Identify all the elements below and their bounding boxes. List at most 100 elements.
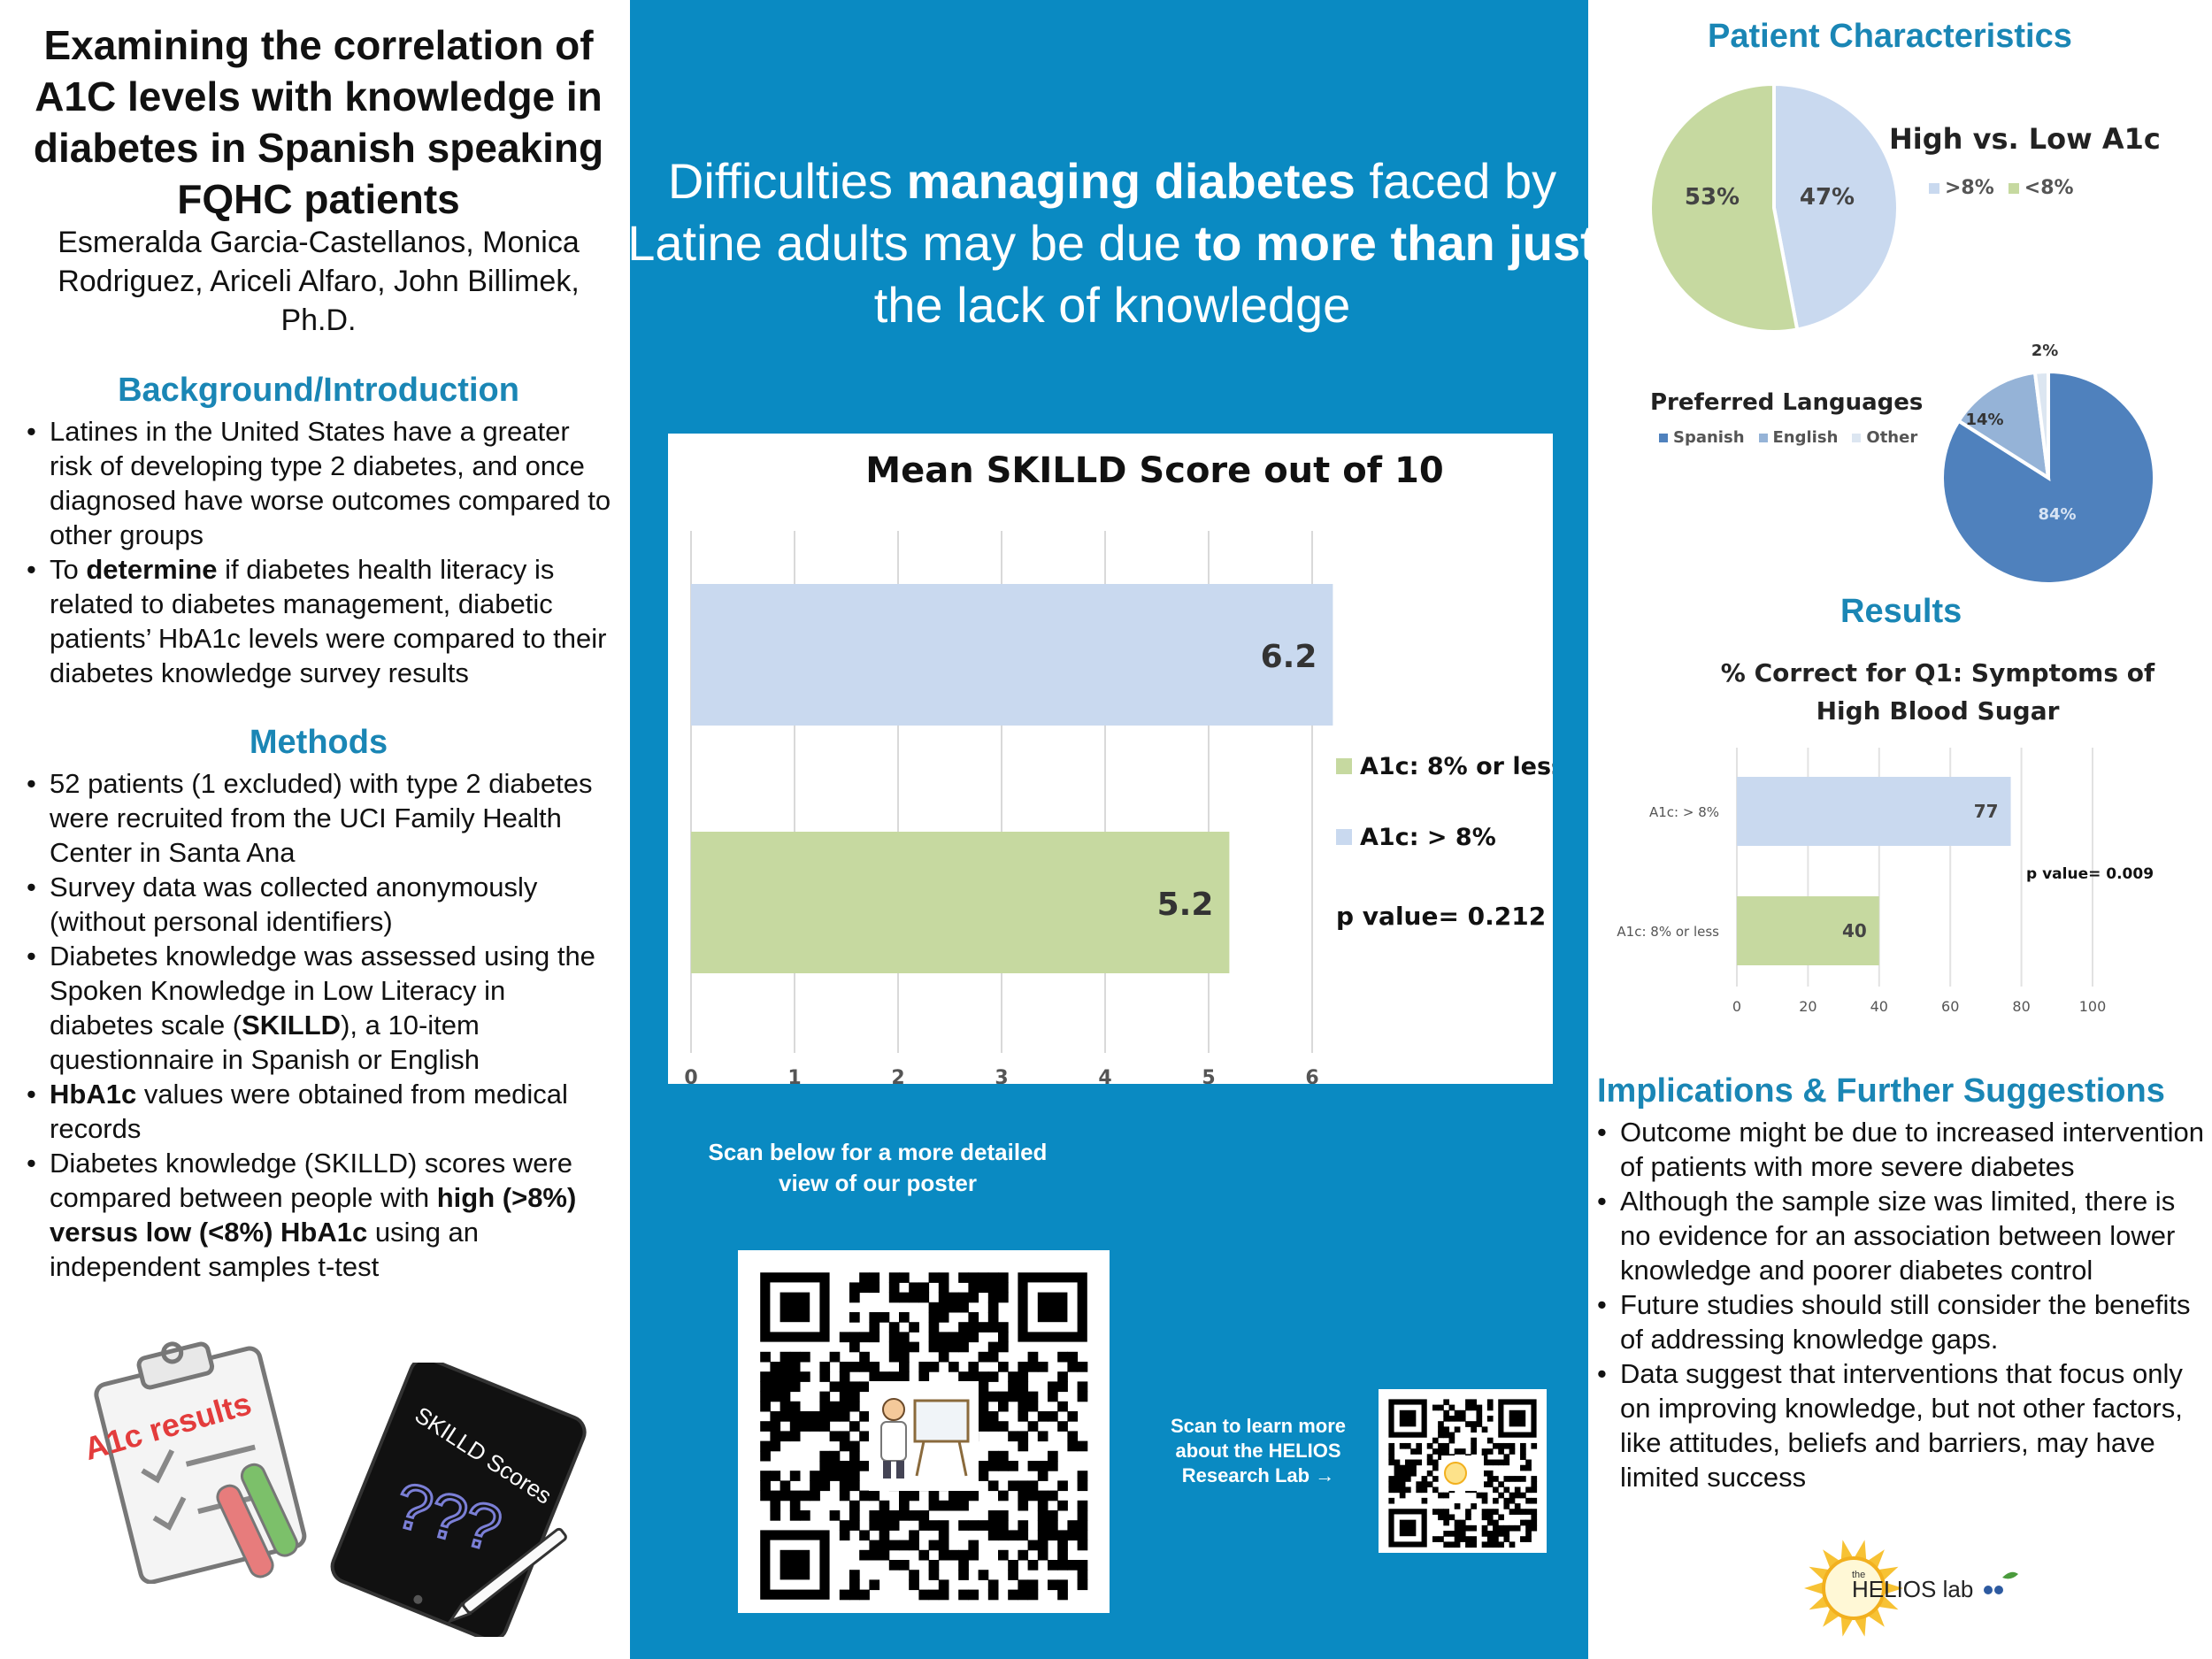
x-tick-label: 2 [891, 1067, 904, 1084]
bullet-emphasis: high (>8%) versus low (<8%) HbA1c [50, 1182, 577, 1248]
patient-characteristics-heading: Patient Characteristics [1708, 18, 2072, 55]
bar [1737, 896, 1879, 965]
legend-label: <8% [2024, 177, 2074, 199]
pie-label: 53% [1685, 184, 1740, 211]
bullet-text: Latines in the United States have a grea… [50, 416, 611, 550]
chart-title-line: % Correct for Q1: Symptoms of [1721, 658, 2155, 687]
pie-slice [1955, 370, 2051, 481]
legend-label: Spanish [1673, 428, 1745, 447]
implications-bullet: Outcome might be due to increased interv… [1597, 1115, 2208, 1184]
q1-correct-chart: % Correct for Q1: Symptoms of 77 40 0 20 40… [1617, 658, 2155, 1015]
bullet-text: ), a 10-item questionnaire in Spanish or… [50, 1010, 480, 1075]
bullet-text: Survey data was collected anonymously (w… [50, 872, 538, 937]
chart-annotation: p value= 0.009 [2026, 865, 2154, 883]
y-tick-label: A1c: > 8% [1649, 804, 1719, 820]
x-tick-label: 4 [1098, 1067, 1111, 1084]
bullet-text: 52 patients (1 excluded) with type 2 dia… [50, 768, 593, 868]
chart-bars: 77 40 [1737, 777, 2011, 965]
authors: Esmeralda Garcia-Castellanos, Monica Rod… [58, 226, 580, 337]
sun-ray [1855, 1617, 1867, 1637]
headline-emphasis: managing diabetes [906, 153, 1356, 209]
sun-ray [1840, 1540, 1853, 1559]
headline-emphasis: to more than just [1194, 215, 1597, 271]
qr-caption: Scan below for a more detailed view of o… [708, 1139, 1048, 1196]
bullet-emphasis: HbA1c [50, 1079, 137, 1110]
implications-bullet: Data suggest that interventions that foc… [1597, 1356, 2208, 1494]
methods-list: 52 patients (1 excluded) with type 2 dia… [27, 766, 615, 1284]
methods-heading: Methods [249, 724, 388, 761]
poster-qr-code[interactable] [738, 1250, 1110, 1613]
right-column: Patient Characteristics 47% 53% High vs. … [1588, 0, 2212, 1659]
sun-ray [1855, 1540, 1867, 1559]
bullet-text: Diabetes knowledge (SKILLD) scores were … [50, 1148, 572, 1213]
sun-ray [1809, 1596, 1828, 1610]
language-pie-title: Preferred Languages [1650, 389, 1924, 416]
legend-swatch [1336, 758, 1352, 774]
headline-text: faced by Latine adults may be due [627, 153, 1557, 271]
helios-lab-logo: the HELIOS lab [1804, 1540, 2018, 1637]
bullet-emphasis: SKILLD [242, 1010, 342, 1041]
bar [1737, 777, 2011, 846]
chart-annotation: p value= 0.212 [1336, 902, 1546, 931]
chart-bars: 6.2 5.2 [691, 584, 1333, 973]
legend-label: >8% [1945, 177, 1994, 199]
helios-qr-code[interactable] [1379, 1389, 1547, 1553]
headline-text: the lack of knowledge [873, 277, 1351, 333]
sun-ray [1809, 1566, 1828, 1580]
bullet-emphasis: determine [86, 554, 218, 585]
implications-bullet: Although the sample size was limited, th… [1597, 1184, 2208, 1287]
sun-ray [1885, 1582, 1903, 1594]
x-tick-label: 60 [1941, 998, 1959, 1015]
sun-ray [1840, 1617, 1853, 1637]
bullet-text: using an independent samples t-test [50, 1217, 480, 1282]
a1c-pie-legend: >8% <8% [1929, 177, 2074, 199]
sun-ray [1879, 1566, 1899, 1580]
bullet-text: values were obtained from medical record… [50, 1079, 568, 1144]
helios-qr-caption: Scan to learn more about the HELIOS Rese… [1170, 1415, 1347, 1486]
logo-small-text: the [1852, 1570, 1865, 1580]
methods-bullet: HbA1c values were obtained from medical … [27, 1077, 615, 1146]
background-list: Latines in the United States have a grea… [27, 414, 615, 690]
pie-label: 14% [1965, 411, 2003, 429]
pie-label: 84% [2038, 505, 2076, 524]
legend-label: Other [1866, 428, 1918, 447]
bar [691, 584, 1333, 726]
chart-ticks: 0 20 40 60 80 100 A1c: > 8% A1c: 8% or less [1617, 804, 2106, 1015]
implications-heading: Implications & Further Suggestions [1597, 1072, 2165, 1110]
skilld-score-chart: Mean SKILLD Score out of 10 6.2 5.2 0 1 2 3 4… [668, 434, 1553, 1084]
bullet-text: Diabetes knowledge was assessed using th… [50, 941, 595, 1041]
left-column: Examining the correlation of A1C levels … [0, 0, 630, 1659]
pie-label: 2% [2032, 342, 2059, 360]
implications-list: Outcome might be due to increased interv… [1597, 1115, 2208, 1494]
x-tick-label: 0 [1732, 998, 1741, 1015]
methods-bullet: Diabetes knowledge was assessed using th… [27, 939, 615, 1077]
bullet-text: if diabetes health literacy is related t… [50, 554, 607, 688]
a1c-pie-chart: 47% 53% [1648, 81, 1900, 334]
bullet-text: To [50, 554, 87, 585]
legend-swatch [1852, 433, 1862, 442]
bullet-text: Future studies should still consider the… [1620, 1289, 2191, 1355]
data-label: 5.2 [1157, 887, 1214, 923]
chart-ticks: 0 1 2 3 4 5 6 [684, 1067, 1318, 1084]
x-tick-label: 80 [2012, 998, 2030, 1015]
legend-swatch [1758, 433, 1768, 442]
legend-swatch [1929, 182, 1939, 194]
x-tick-label: 3 [995, 1067, 1008, 1084]
data-label: 40 [1842, 920, 1867, 941]
chart-title: Mean SKILLD Score out of 10 [865, 450, 1443, 491]
x-tick-label: 1 [787, 1067, 801, 1084]
headline-text: Difficulties [667, 153, 907, 209]
tablet-illustration: SKILLD Scores ??? [330, 1363, 587, 1637]
x-tick-label: 20 [1799, 998, 1816, 1015]
x-tick-label: 100 [2079, 998, 2107, 1015]
headline: Difficulties managing diabetes faced by … [621, 150, 1603, 336]
legend-label: A1c: 8% or less [1360, 753, 1553, 780]
background-bullet: To determine if diabetes health literacy… [27, 552, 615, 690]
y-tick-label: A1c: 8% or less [1617, 924, 1719, 940]
bullet-text: Data suggest that interventions that foc… [1620, 1358, 2183, 1493]
poster-title: Examining the correlation of A1C levels … [33, 22, 604, 222]
legend-label: A1c: > 8% [1360, 824, 1496, 851]
sun-ray [1879, 1596, 1899, 1610]
language-pie-chart: 84% 14% 2% [1940, 342, 2156, 586]
implications-bullet: Future studies should still consider the… [1597, 1287, 2208, 1356]
